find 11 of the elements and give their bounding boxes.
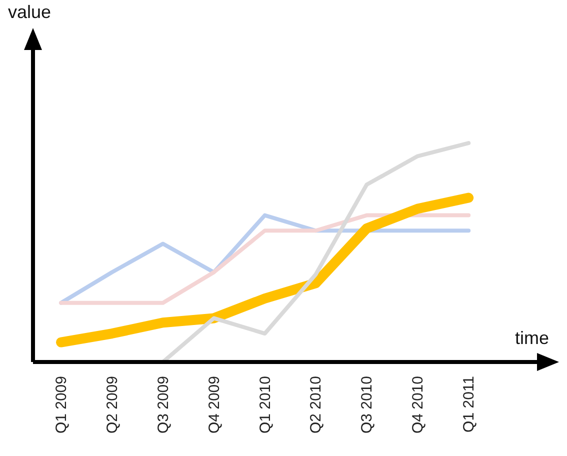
x-tick-label: Q4 2010 [410,376,427,434]
x-tick-label: Q2 2010 [308,376,325,434]
x-tick-label: Q1 2010 [256,376,274,434]
x-tick-label: Q3 2010 [358,376,376,434]
x-axis-title: time [515,328,550,349]
x-tick-label: Q1 2011 [460,376,478,432]
x-tick-label: Q3 2009 [154,376,172,434]
x-tick-label: Q1 2009 [53,376,70,434]
x-tick-label: Q2 2009 [104,376,121,434]
text: value [8,2,52,23]
x-tick-label: Q4 2009 [206,376,223,434]
